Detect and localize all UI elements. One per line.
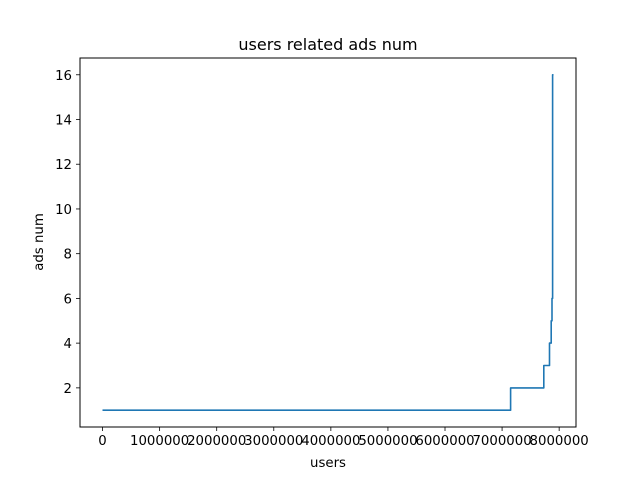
x-tick-label: 5000000 <box>358 434 417 449</box>
x-tick-label: 1000000 <box>130 434 189 449</box>
axes-frame <box>79 57 577 428</box>
x-tick-label: 8000000 <box>530 434 589 449</box>
x-tick-label: 0 <box>98 434 106 449</box>
x-axis-ticks: 0 100000020000003000000400000050000006000… <box>98 427 589 449</box>
x-tick-label: 4000000 <box>301 434 360 449</box>
y-tick-label: 12 <box>55 158 72 173</box>
x-tick-label: 3000000 <box>244 434 303 449</box>
x-tick-label: 7000000 <box>472 434 531 449</box>
y-tick-label: 10 <box>55 203 72 218</box>
x-axis-title: users <box>310 456 346 471</box>
chart-title: users related ads num <box>238 35 417 54</box>
y-tick-label: 4 <box>64 337 72 352</box>
series-line-0 <box>102 74 554 412</box>
y-tick-label: 8 <box>64 248 72 263</box>
plot-area <box>102 74 554 412</box>
y-tick-label: 6 <box>64 292 72 307</box>
y-tick-label: 2 <box>64 382 72 397</box>
y-tick-label: 16 <box>55 69 72 84</box>
y-tick-label: 14 <box>55 114 72 129</box>
y-axis-ticks: 2 4 6 8 10 12 14 16 <box>55 69 80 397</box>
x-tick-label: 6000000 <box>415 434 474 449</box>
x-tick-label: 2000000 <box>187 434 246 449</box>
y-axis-title: ads num <box>32 213 47 271</box>
